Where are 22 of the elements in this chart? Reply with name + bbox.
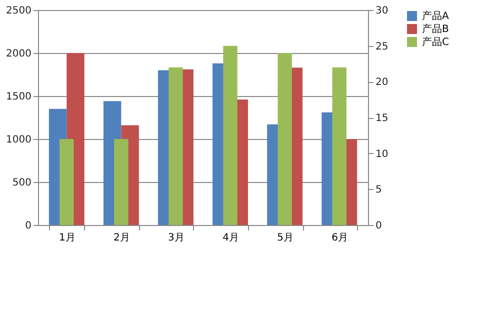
- y2-tick-label: 20: [376, 77, 388, 88]
- x-tick-label: 5月: [277, 232, 294, 244]
- y2-tick-label: 15: [376, 113, 388, 124]
- y-tick-label: 0: [25, 220, 32, 232]
- x-tick-label: 2月: [113, 232, 130, 244]
- x-tick-label: 6月: [332, 232, 348, 244]
- legend-label: 产品C: [422, 36, 449, 48]
- y-tick-label: 1000: [6, 134, 32, 146]
- y2-tick-label: 30: [376, 6, 388, 16]
- y-tick-label: 2000: [6, 48, 32, 60]
- y-tick-label: 2500: [6, 6, 32, 16]
- y-tick-label: 500: [12, 178, 32, 188]
- y2-tick-label: 0: [376, 220, 382, 232]
- y-tick-label: 1500: [6, 92, 32, 102]
- x-tick-label: 1月: [58, 232, 76, 244]
- legend-label: 产品A: [422, 10, 449, 22]
- y2-tick-label: 5: [376, 184, 382, 196]
- y2-tick-label: 25: [376, 41, 388, 52]
- x-tick-label: 3月: [168, 232, 184, 244]
- x-tick-label: 4月: [222, 232, 239, 244]
- y2-tick-label: 10: [376, 148, 388, 160]
- legend-label: 产品B: [422, 23, 449, 35]
